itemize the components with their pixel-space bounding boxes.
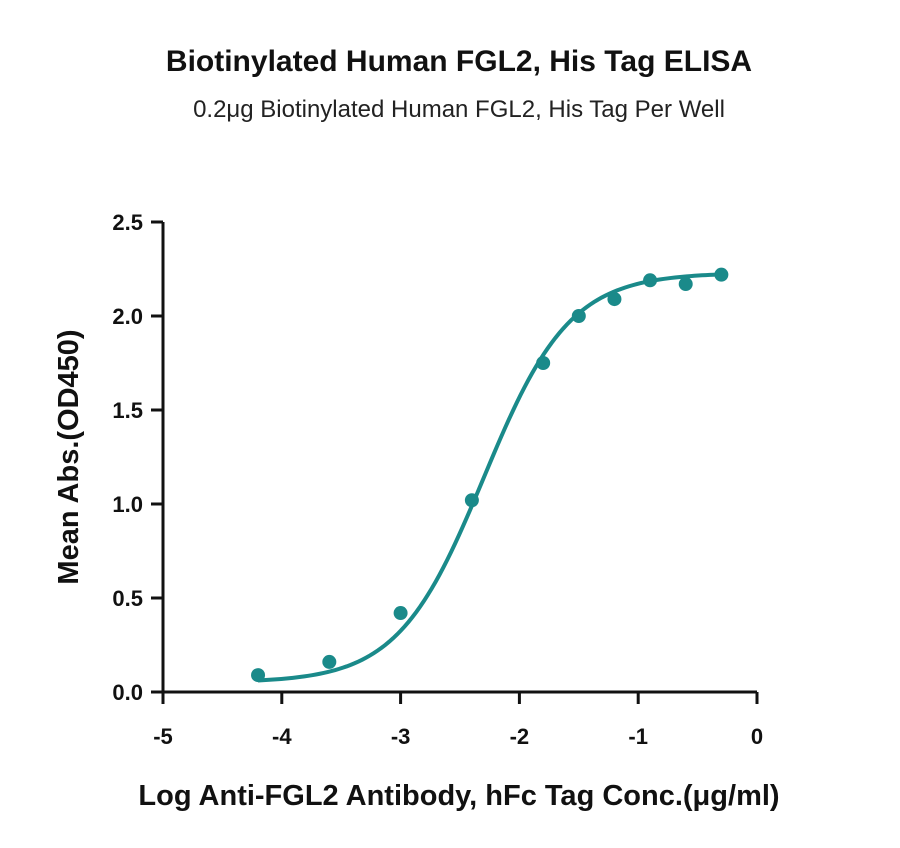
data-point <box>714 267 729 282</box>
axes <box>161 222 757 694</box>
x-tick-label: -3 <box>391 724 411 749</box>
data-point <box>643 273 658 288</box>
data-point <box>464 493 479 508</box>
x-tick-label: 0 <box>751 724 763 749</box>
y-tick-label: 2.0 <box>112 304 143 329</box>
data-points <box>251 267 729 683</box>
chart-title: Biotinylated Human FGL2, His Tag ELISA <box>166 45 752 78</box>
x-tick-label: -2 <box>510 724 530 749</box>
data-point <box>607 292 622 307</box>
y-tick-label: 0.5 <box>112 586 143 611</box>
y-tick-label: 2.5 <box>112 210 143 235</box>
data-point <box>322 654 337 669</box>
data-point <box>571 309 586 323</box>
y-tick-label: 0.0 <box>112 680 143 705</box>
chart-subtitle: 0.2μg Biotinylated Human FGL2, His Tag P… <box>193 96 725 123</box>
x-axis-label: Log Anti-FGL2 Antibody, hFc Tag Conc.(μg… <box>138 780 779 812</box>
y-tick-label: 1.0 <box>112 492 143 517</box>
data-point <box>678 277 693 292</box>
data-point <box>393 606 408 621</box>
fit-curve <box>257 272 722 683</box>
y-axis-label: Mean Abs.(OD450) <box>53 329 85 584</box>
x-ticks: -5 -4 -3 -2 -1 0 <box>153 692 763 749</box>
x-tick-label: -1 <box>628 724 648 749</box>
y-tick-label: 1.5 <box>112 398 143 423</box>
x-tick-label: -5 <box>153 724 173 749</box>
y-ticks: 0.0 0.5 1.0 1.5 2.0 2.5 <box>112 210 163 705</box>
data-point <box>536 356 551 370</box>
data-point <box>251 668 266 683</box>
x-tick-label: -4 <box>272 724 292 749</box>
